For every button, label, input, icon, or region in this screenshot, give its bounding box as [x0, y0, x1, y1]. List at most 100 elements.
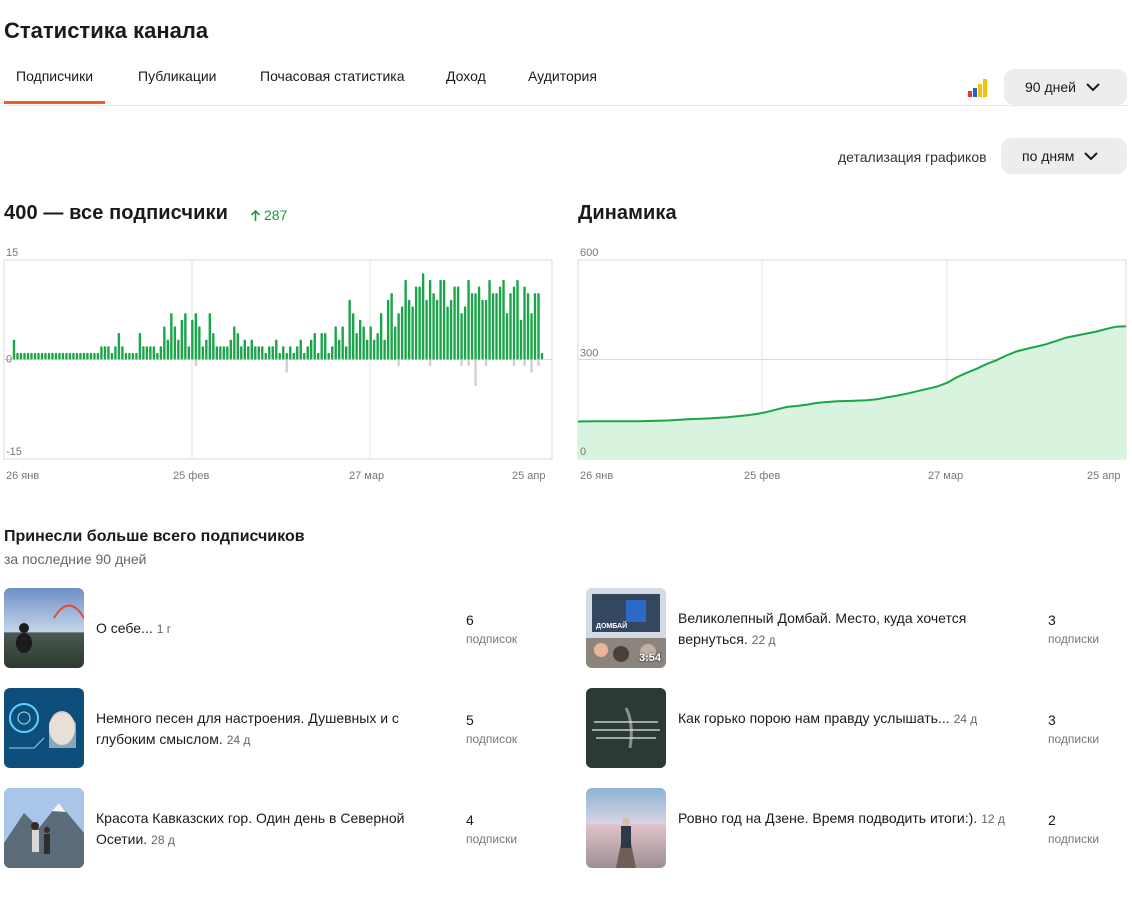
top-publication-item[interactable]: Как горько порою нам правду услышать... 2…	[586, 688, 1132, 768]
bar-positive	[30, 352, 33, 360]
bar-positive	[456, 286, 460, 360]
bar-positive	[442, 279, 446, 360]
bar-positive	[191, 319, 194, 360]
subscriptions-count: 4	[466, 812, 474, 828]
bar-positive	[177, 339, 180, 360]
publication-title[interactable]: Как горько порою нам правду услышать... 2…	[678, 708, 1018, 730]
bar-positive	[261, 346, 264, 360]
bar-positive	[107, 346, 110, 360]
bar-positive	[303, 352, 306, 360]
tab-hourly-stats[interactable]: Почасовая статистика	[260, 68, 405, 84]
bar-positive	[418, 286, 421, 360]
x-tick-label: 25 апр	[1087, 470, 1120, 482]
dynamics-chart-title: Динамика	[578, 202, 677, 224]
series-line	[577, 325, 1127, 423]
bar-positive	[498, 286, 502, 360]
bar-positive	[327, 352, 330, 360]
x-tick-label: 26 янв	[6, 470, 39, 482]
detail-label: детализация графиков	[838, 149, 987, 165]
top-publication-item[interactable]: Красота Кавказских гор. Один день в Севе…	[4, 788, 564, 868]
bar-positive	[79, 352, 82, 360]
bar-positive	[523, 286, 526, 360]
publication-title[interactable]: Ровно год на Дзене. Время подводить итог…	[678, 808, 1018, 830]
bar-positive	[254, 346, 257, 360]
bar-positive	[86, 352, 89, 360]
period-dropdown[interactable]: 90 дней	[1004, 69, 1127, 105]
bar-positive	[379, 313, 383, 360]
bar-positive	[337, 339, 341, 360]
publication-title-text: Немного песен для настроения. Душевных и…	[96, 710, 399, 747]
bar-positive	[124, 352, 128, 360]
bar-positive	[495, 293, 498, 360]
x-tick-label: 27 мар	[349, 470, 384, 482]
bar-positive	[407, 299, 411, 360]
bar-negative	[512, 359, 516, 367]
bar-positive	[292, 352, 295, 360]
bar-positive	[33, 352, 37, 360]
bar-positive	[348, 299, 351, 360]
subscribers-chart-title: 400 — все подписчики	[4, 202, 229, 224]
tab-audience[interactable]: Аудитория	[528, 68, 597, 84]
bar-positive	[421, 273, 425, 360]
y-tick-label: 600	[580, 247, 598, 259]
bar-positive	[289, 346, 292, 360]
subscriptions-unit: подписки	[1048, 832, 1100, 846]
chevron-down-icon	[1084, 151, 1099, 160]
detail-dropdown[interactable]: по дням	[1001, 138, 1127, 174]
bar-positive	[488, 279, 491, 360]
bar-positive	[526, 293, 530, 360]
bar-positive	[470, 293, 474, 360]
publication-thumbnail[interactable]	[4, 588, 84, 668]
x-tick-label: 25 фев	[744, 470, 780, 482]
bar-positive	[82, 352, 86, 360]
bar-positive	[264, 352, 267, 360]
publication-title[interactable]: Великолепный Домбай. Место, куда хочется…	[678, 608, 1018, 651]
bar-positive	[16, 352, 19, 360]
publication-title[interactable]: Красота Кавказских гор. Один день в Севе…	[96, 808, 436, 851]
bar-positive	[484, 299, 488, 360]
dynamics-area-chart: 600 300 0 26 янв 25 фев 27 мар 25 апр	[577, 247, 1127, 482]
bar-positive	[509, 293, 512, 360]
bar-positive	[449, 299, 453, 360]
bar-positive	[533, 293, 537, 360]
tab-income[interactable]: Доход	[446, 68, 486, 84]
bar-positive	[317, 352, 320, 360]
bar-positive	[351, 313, 355, 360]
bar-positive	[491, 293, 495, 360]
bar-positive	[425, 299, 428, 360]
bar-positive	[296, 346, 299, 360]
subscriptions-unit: подписки	[1048, 632, 1100, 646]
publication-title[interactable]: О себе... 1 г	[96, 618, 436, 640]
top-publication-item[interactable]: О себе... 1 г 6 подписок	[4, 588, 564, 668]
y-tick-label: 15	[6, 247, 18, 259]
arrow-up-icon	[250, 209, 261, 221]
publication-thumbnail[interactable]	[586, 788, 666, 868]
bar-chart-icon[interactable]	[968, 79, 988, 97]
bar-positive	[89, 352, 93, 360]
bar-positive	[453, 286, 456, 360]
page-title: Статистика канала	[4, 18, 209, 43]
bar-negative	[523, 359, 526, 367]
publication-thumbnail[interactable]	[4, 788, 84, 868]
subscribers-bar-chart: 15 0 -15 26 янв 25 фев 27 мар 25 апр	[3, 247, 553, 482]
publication-title[interactable]: Немного песен для настроения. Душевных и…	[96, 708, 436, 751]
top-publication-item[interactable]: ДОМБАЙ 3:54 Великолепный Домбай. Место, ку…	[586, 588, 1132, 668]
bar-positive	[68, 352, 72, 360]
bar-positive	[271, 346, 274, 360]
bar-positive	[365, 339, 369, 360]
bar-positive	[205, 339, 208, 360]
bar-positive	[463, 306, 467, 360]
bar-positive	[519, 319, 523, 360]
top-publication-item[interactable]: Немного песен для настроения. Душевных и…	[4, 688, 564, 768]
bar-positive	[460, 313, 463, 360]
bar-positive	[243, 339, 246, 360]
tab-publications[interactable]: Публикации	[138, 68, 217, 84]
publication-thumbnail[interactable]: ДОМБАЙ 3:54	[586, 588, 666, 668]
bar-positive	[215, 346, 219, 360]
publication-thumbnail[interactable]	[4, 688, 84, 768]
bar-positive	[537, 293, 540, 360]
bar-positive	[432, 293, 435, 360]
top-publication-item[interactable]: Ровно год на Дзене. Время подводить итог…	[586, 788, 1132, 868]
publication-thumbnail[interactable]	[586, 688, 666, 768]
tab-subscribers[interactable]: Подписчики	[3, 68, 106, 104]
